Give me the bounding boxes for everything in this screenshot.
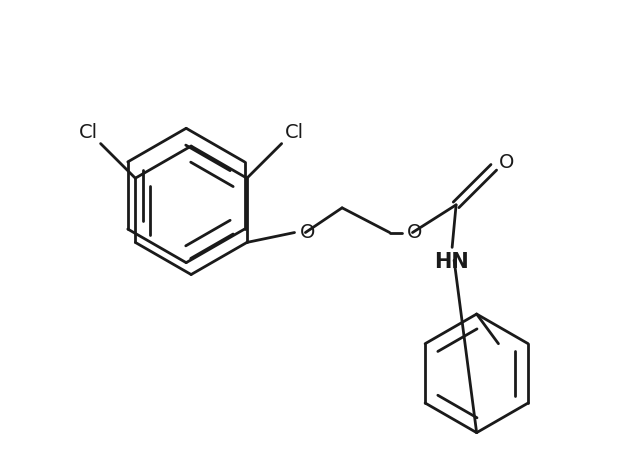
Text: Cl: Cl bbox=[79, 123, 98, 141]
Text: O: O bbox=[300, 223, 315, 242]
Text: O: O bbox=[406, 223, 422, 242]
Text: O: O bbox=[499, 153, 514, 172]
Text: Cl: Cl bbox=[285, 123, 304, 141]
Text: HN: HN bbox=[435, 252, 469, 272]
